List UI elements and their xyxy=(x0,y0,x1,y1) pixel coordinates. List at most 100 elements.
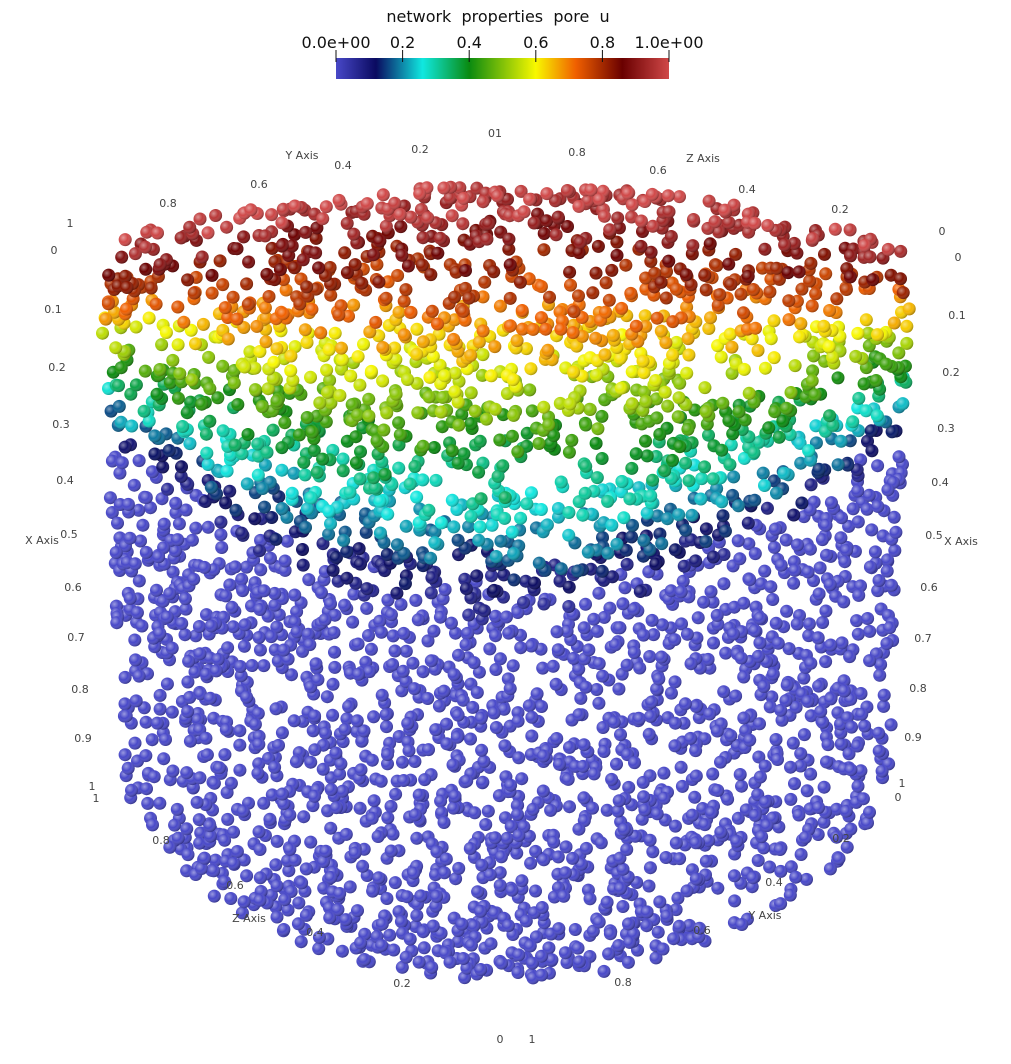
sphere-shade xyxy=(576,508,590,522)
sphere-shade xyxy=(511,966,525,979)
sphere-shade xyxy=(169,506,183,520)
sphere-shade xyxy=(156,460,170,474)
sphere-shade xyxy=(416,925,430,939)
sphere-shade xyxy=(339,913,353,927)
sphere-shade xyxy=(794,848,808,861)
sphere-shade xyxy=(386,827,400,841)
sphere-shade xyxy=(699,535,713,548)
sphere-shade xyxy=(610,757,623,771)
sphere-shade xyxy=(784,792,798,806)
sphere-shade xyxy=(774,703,788,717)
sphere-shade xyxy=(331,903,345,917)
sphere-shade xyxy=(505,525,519,539)
sphere-shade xyxy=(362,629,375,642)
sphere-shade xyxy=(550,625,564,639)
sphere-shade xyxy=(625,461,639,475)
sphere-shade xyxy=(367,471,381,485)
sphere-shade xyxy=(299,520,312,534)
sphere-shade xyxy=(664,686,678,700)
sphere-shade xyxy=(354,763,368,777)
sphere-shade xyxy=(711,784,725,797)
sphere-shade xyxy=(731,811,745,825)
sphere-shade xyxy=(421,634,435,648)
sphere-shade xyxy=(824,638,838,652)
sphere-shade xyxy=(118,670,132,684)
sphere-shade xyxy=(343,485,357,499)
sphere-shade xyxy=(129,378,143,392)
sphere-shade xyxy=(587,767,601,781)
sphere-shade xyxy=(726,627,740,641)
sphere-shade xyxy=(394,598,408,611)
sphere-shade xyxy=(597,964,611,978)
sphere-shade xyxy=(328,660,342,674)
sphere-shade xyxy=(324,597,337,611)
sphere-shade xyxy=(689,700,703,713)
sphere-shade xyxy=(316,762,330,776)
sphere-shade xyxy=(568,923,582,936)
sphere-shade xyxy=(889,525,903,539)
sphere-shade xyxy=(475,743,489,757)
sphere-shade xyxy=(252,757,266,771)
sphere-shade xyxy=(398,577,412,591)
sphere-shade xyxy=(550,732,564,745)
sphere-shade xyxy=(373,494,387,508)
sphere-shade xyxy=(410,490,424,504)
sphere-shade xyxy=(840,543,853,557)
sphere-shade xyxy=(572,955,586,969)
sphere-shade xyxy=(475,858,489,872)
sphere-shade xyxy=(434,794,448,808)
sphere-shade xyxy=(253,603,267,616)
sphere-shade xyxy=(837,684,851,698)
sphere-shade xyxy=(396,664,410,678)
sphere-shade xyxy=(787,508,801,522)
sphere-shade xyxy=(859,404,873,418)
sphere-shade xyxy=(200,608,213,622)
sphere-shade xyxy=(566,851,580,865)
sphere-shade xyxy=(270,834,284,848)
sphere-shade xyxy=(756,466,770,480)
sphere-shade xyxy=(529,884,542,898)
sphere-shade xyxy=(472,465,486,479)
sphere-shade xyxy=(728,894,742,908)
sphere-shade xyxy=(374,625,388,639)
sphere-shade xyxy=(460,774,474,788)
sphere-shade xyxy=(159,733,172,746)
sphere-shade xyxy=(649,951,663,965)
sphere-shade xyxy=(743,573,757,587)
sphere-shade xyxy=(727,470,741,484)
sphere-shade xyxy=(127,478,141,492)
sphere-shade xyxy=(432,699,446,713)
sphere-shade xyxy=(464,732,477,746)
sphere-shade xyxy=(592,696,606,710)
sphere-shade xyxy=(758,795,772,809)
sphere-shade xyxy=(224,776,238,790)
sphere-shade xyxy=(399,519,413,533)
sphere-shade xyxy=(175,460,188,474)
sphere-shade xyxy=(747,446,761,460)
sphere-shade xyxy=(148,429,162,443)
sphere-shade xyxy=(834,434,848,448)
sphere-shade xyxy=(768,522,782,536)
sphere-shade xyxy=(650,807,664,821)
sphere-shade xyxy=(651,925,665,939)
sphere-shade xyxy=(523,939,537,953)
sphere-shade xyxy=(180,406,194,420)
sphere-shade xyxy=(638,803,652,817)
sphere-shade xyxy=(590,624,604,638)
sphere-shade xyxy=(214,528,228,542)
sphere-shade xyxy=(792,808,806,822)
sphere-shade xyxy=(769,733,783,746)
sphere-shade xyxy=(189,521,203,535)
sphere-shade xyxy=(757,841,771,855)
sphere-shade xyxy=(235,526,249,540)
sphere-shade xyxy=(193,647,207,661)
sphere-shade xyxy=(245,659,259,672)
sphere-shade xyxy=(500,831,514,845)
sphere-shade xyxy=(487,706,501,720)
sphere-shade xyxy=(386,629,400,643)
sphere-shade xyxy=(181,675,195,689)
sphere-shade xyxy=(360,601,374,615)
sphere-shade xyxy=(422,743,435,757)
sphere-shade xyxy=(824,692,838,706)
sphere-shade xyxy=(424,654,438,668)
